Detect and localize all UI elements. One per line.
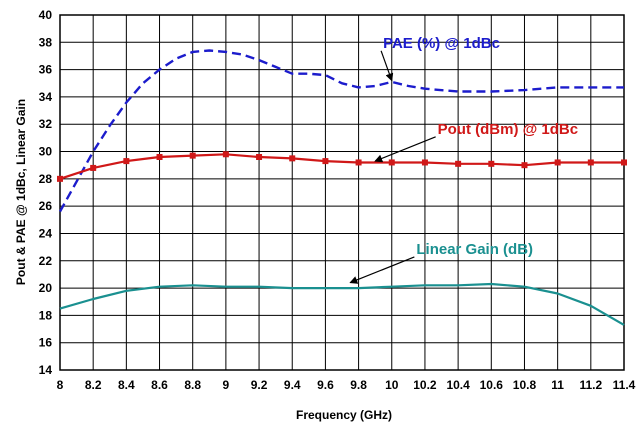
series-point: [189, 152, 196, 159]
series-point: [587, 159, 594, 166]
annotations: PAE (%) @ 1dBc Pout (dBm) @ 1dBc Linear Ga…: [349, 35, 578, 284]
y-tick-label: 14: [39, 363, 53, 377]
series-point: [554, 159, 561, 166]
y-tick-label: 34: [39, 90, 53, 104]
y-tick-label: 32: [39, 117, 53, 131]
annotation-label: PAE (%) @ 1dBc: [383, 35, 500, 52]
series-point: [322, 158, 329, 165]
x-tick-label: 9.4: [284, 378, 301, 392]
series-point: [256, 154, 263, 160]
y-tick-label: 18: [39, 308, 53, 322]
y-tick-label: 26: [39, 199, 53, 213]
series-point: [90, 164, 97, 171]
y-tick-label: 38: [39, 35, 53, 49]
y-tick-label: 20: [39, 281, 53, 295]
x-tick-label: 11: [551, 378, 564, 392]
y-tick-labels: 14 16 18 20 22 24 26 28 30 32 34 36 38 40: [39, 8, 53, 377]
x-tick-label: 8.2: [85, 378, 102, 392]
series-line-0: [58, 49, 624, 213]
y-tick-label: 36: [39, 63, 53, 77]
series-point: [156, 154, 163, 160]
series-point: [488, 160, 495, 167]
x-tick-label: 9: [223, 378, 230, 392]
x-tick-label: 10.8: [513, 378, 537, 392]
x-tick-label: 11.2: [579, 378, 602, 392]
annotation-label: Pout (dBm) @ 1dBc: [438, 121, 578, 138]
x-tick-label: 9.8: [350, 378, 367, 392]
series-point: [455, 160, 462, 167]
x-tick-label: 10.4: [446, 378, 470, 392]
x-tick-label: 10.6: [480, 378, 504, 392]
series-point: [123, 158, 130, 165]
series-line-1: [59, 153, 624, 180]
annotation-arrow: [380, 50, 394, 82]
y-tick-label: 28: [39, 172, 53, 186]
x-tick-label: 8: [57, 378, 64, 392]
y-tick-label: 24: [39, 226, 53, 240]
y-tick-label: 30: [39, 145, 53, 159]
x-tick-label: 11.4: [613, 378, 636, 392]
series-line-2: [59, 282, 625, 326]
series-point: [521, 162, 528, 169]
x-tick-label: 8.6: [151, 378, 168, 392]
series-point: [289, 155, 296, 162]
series-point: [355, 159, 362, 166]
annotation-arrow: [349, 256, 415, 284]
y-tick-label: 40: [39, 8, 53, 22]
series-point: [57, 175, 63, 182]
series-point: [621, 159, 627, 166]
series-point: [222, 151, 229, 158]
x-axis-title: Frequency (GHz): [296, 408, 392, 422]
y-tick-label: 16: [39, 336, 53, 350]
x-tick-label: 8.4: [118, 378, 135, 392]
series-point: [421, 159, 428, 166]
x-tick-label: 10: [385, 378, 399, 392]
x-tick-label: 10.2: [413, 378, 437, 392]
x-tick-label: 9.2: [251, 378, 268, 392]
series-layer: [57, 49, 627, 326]
plot-frame: [59, 14, 625, 371]
y-axis-title: Pout & PAE @ 1dBc, Linear Gain: [14, 99, 28, 285]
annotation-arrow: [374, 136, 436, 163]
y-tick-label: 22: [39, 254, 53, 268]
x-tick-labels: 8 8.2 8.4 8.6 8.8 9 9.2 9.4 9.6 9.8 10 10.2 10.4 10.6…: [57, 378, 636, 392]
x-tick-label: 9.6: [317, 378, 334, 392]
series-point: [388, 159, 395, 166]
grid: [59, 14, 625, 371]
annotation-label: Linear Gain (dB): [416, 241, 533, 258]
x-tick-label: 8.8: [184, 378, 201, 392]
